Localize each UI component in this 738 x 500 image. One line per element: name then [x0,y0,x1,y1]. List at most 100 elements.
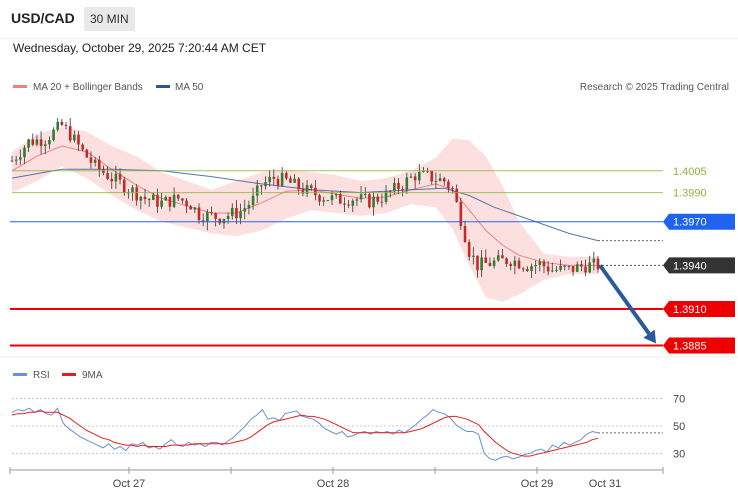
support-price-tag [663,301,735,318]
ma50-legend-label: MA 50 [175,82,204,93]
candle-body [139,196,143,201]
candle-body [143,196,147,200]
candle-body [168,196,172,207]
candle-body [301,189,305,194]
candle-body [355,199,359,201]
candle-body [89,157,93,163]
candle-body [64,124,68,127]
candle-body [372,196,375,208]
bollinger-band-fill [12,127,598,302]
candle-body [580,264,583,267]
candle-body [56,121,60,130]
candle-body [575,264,579,272]
candle-body [496,255,500,261]
candle-body [93,159,97,163]
projection-arrow-shaft [598,264,651,335]
support-price-label: 1.3910 [673,304,707,316]
candle-body [434,181,438,183]
candle-body [505,258,508,265]
candle-body [210,212,213,214]
candle-body [592,258,596,263]
candle-body [388,191,392,193]
candle-body [492,260,496,266]
ma20-legend-swatch [13,85,27,88]
candle-body [484,257,488,263]
candle-body [472,255,475,257]
candle-body [559,265,562,270]
candle-body [351,200,355,206]
candle-body [19,157,22,160]
candle-body [526,269,529,272]
resistance-label: 1.3990 [673,188,707,200]
chart-header: USD/CAD 30 MIN [0,0,738,39]
candle-body [305,185,309,194]
candle-body [359,194,363,200]
candle-body [97,159,101,170]
candle-body [588,262,591,273]
candle-body [218,218,222,224]
candle-body [284,172,288,179]
credit-text: Research © 2025 Trading Central [580,82,729,93]
rsi-tick-label: 50 [673,421,685,433]
candle-body [459,201,463,227]
candle-body [147,199,151,201]
candle-body [422,170,425,172]
candle-body [60,121,64,125]
rsi-tick-label: 70 [673,394,685,406]
candle-body [10,160,14,162]
candle-body [538,261,542,265]
timestamp: Wednesday, October 29, 2025 7:20:44 AM C… [13,41,267,55]
candle-body [164,196,168,201]
x-tick-label: Oct 29 [521,478,553,490]
candle-body [243,208,247,212]
candle-body [260,185,263,187]
candle-body [567,266,571,268]
rsi-legend-label: RSI [33,370,50,381]
candle-body [106,172,109,179]
candle-body [156,194,159,207]
ma50-legend-swatch [156,85,170,88]
symbol-title: USD/CAD [11,10,75,26]
pivot-price-label: 1.3970 [673,217,707,229]
rsi-ma-line [11,410,599,457]
candle-body [193,207,197,210]
support-price-tag [663,337,735,354]
candle-body [172,194,176,207]
x-axis: Oct 27 Oct 28 Oct 29 Oct 31 [9,467,664,490]
candle-body [451,188,454,190]
timeframe-badge[interactable]: 30 MIN [84,7,135,31]
candle-body [189,206,193,210]
candle-body [339,194,342,204]
candle-body [206,212,209,223]
rsi-line [11,407,599,461]
candle-body [35,139,39,145]
candle-body [297,178,301,190]
support-price-label: 1.3885 [673,340,707,352]
candle-body [330,195,334,201]
candle-body [343,203,346,205]
candle-body [226,215,230,220]
candle-body [314,187,317,196]
candle-body [571,266,575,272]
candle-body [276,178,280,186]
ma20-legend-label: MA 20 + Bollinger Bands [33,82,143,93]
candle-body [513,260,517,267]
candle-body [368,194,371,208]
projection-arrow-head [643,329,657,344]
candle-body [480,257,483,271]
candle-body [152,194,155,200]
candle-body [114,173,118,182]
rsi-ma-legend-label: 9MA [82,370,103,381]
candle-body [405,177,409,190]
candle-body [563,265,567,267]
candle-body [542,261,546,267]
candle-body [501,255,504,259]
candle-body [77,134,80,145]
candle-body [131,187,134,193]
candle-body [409,176,413,178]
candle-body [73,134,76,141]
last-price-label: 1.3940 [673,260,707,272]
candle-body [363,194,367,196]
candle-body [530,266,533,272]
